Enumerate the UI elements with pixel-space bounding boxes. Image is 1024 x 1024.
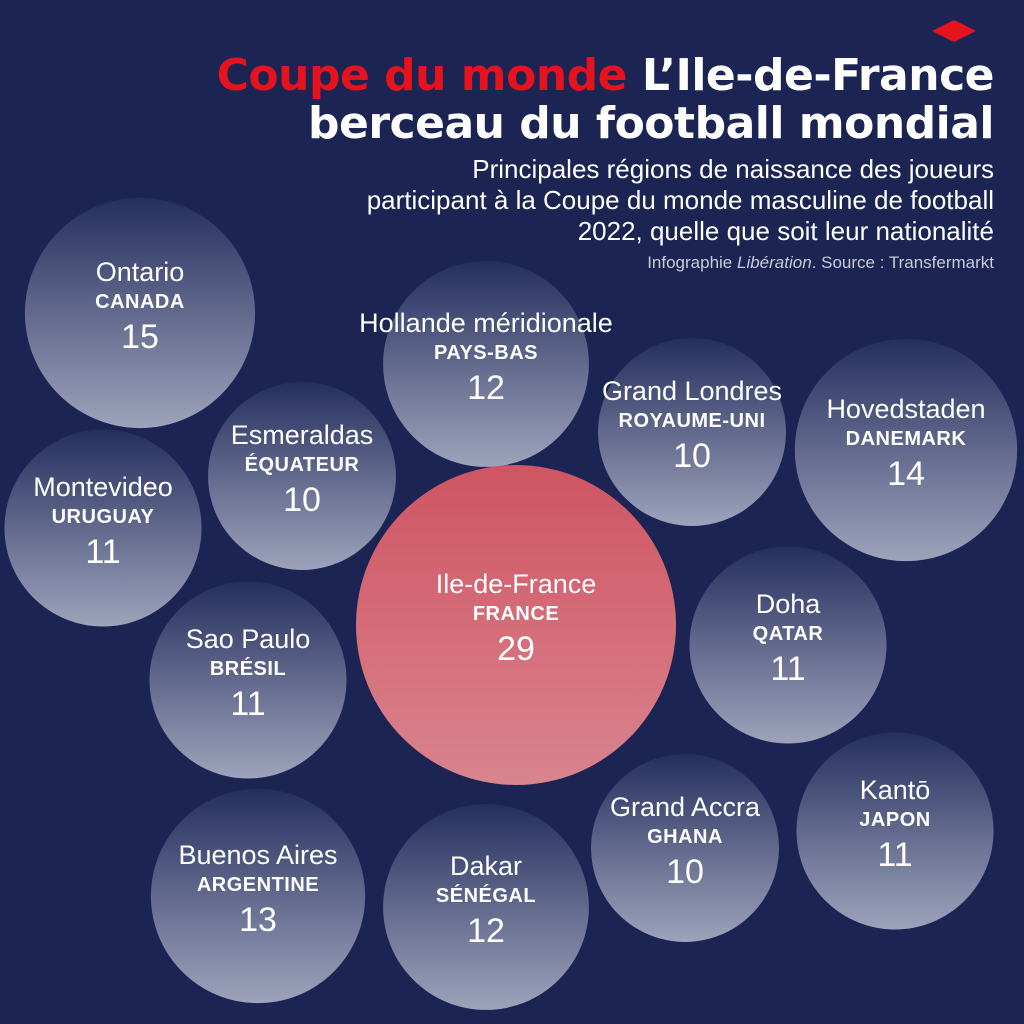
bubble-value-label: 11 [877,836,912,874]
bubble-value-label: 29 [497,630,535,668]
bubble-kanto: Kantō JAPON 11 [796,732,994,930]
bubble-esmeraldas: Esmeraldas ÉQUATEUR 10 [208,382,396,570]
bubble-buenos-aires: Buenos Aires ARGENTINE 13 [150,788,366,1004]
bubble-value-label: 11 [230,685,265,723]
bubble-circle [4,429,202,627]
bubble-value-label: 10 [666,853,704,891]
bubble-value-label: 14 [887,455,925,493]
bubble-circle [149,581,347,779]
bubble-circle [356,465,676,785]
credit-prefix: Infographie [647,253,737,272]
bubble-country-label: QATAR [753,623,824,645]
bubble-circle [208,382,396,570]
credit-brand: Libération [736,253,812,272]
bubble-country-label: URUGUAY [52,506,155,528]
bubble-sao-paulo: Sao Paulo BRÉSIL 11 [149,581,347,779]
bubble-region-label: Dakar [450,851,522,881]
bubble-region-label: Grand Accra [610,792,761,822]
bubble-region-label: Hollande méridionale [359,308,613,338]
bubble-country-label: JAPON [859,809,930,831]
subtitle-line-3: 2022, quelle que soit leur nationalité [577,216,994,246]
liberation-logo-icon [932,20,976,42]
bubble-circle [689,546,887,744]
bubble-hollande-meridionale: Hollande méridionale PAYS-BAS 12 [359,261,613,467]
bubble-region-label: Esmeraldas [231,420,374,450]
bubble-region-label: Grand Londres [602,376,782,406]
bubble-ile-de-france: Ile-de-France FRANCE 29 [356,465,676,785]
bubble-value-label: 13 [239,901,277,939]
bubble-region-label: Ile-de-France [436,569,597,599]
credit-suffix: . Source : Transfermarkt [811,253,994,272]
bubble-circle [591,754,779,942]
subtitle-line-1: Principales régions de naissance des jou… [472,154,994,184]
bubble-value-label: 11 [85,533,120,571]
bubble-country-label: PAYS-BAS [434,342,538,364]
bubble-doha: Doha QATAR 11 [689,546,887,744]
bubble-country-label: ARGENTINE [197,874,319,896]
bubble-country-label: CANADA [95,291,185,313]
bubble-circle [150,788,366,1004]
bubble-value-label: 12 [467,369,505,407]
bubble-country-label: SÉNÉGAL [436,884,536,907]
bubble-value-label: 12 [467,912,505,950]
bubble-grand-londres: Grand Londres ROYAUME-UNI 10 [598,338,786,526]
bubble-country-label: FRANCE [473,603,559,625]
bubble-circle [796,732,994,930]
bubble-ontario: Ontario CANADA 15 [24,197,256,429]
bubble-country-label: ÉQUATEUR [245,453,360,476]
bubble-circle [794,338,1018,562]
title-accent: Coupe du monde [216,50,628,101]
bubble-montevideo: Montevideo URUGUAY 11 [4,429,202,627]
title-line-2: berceau du football mondial [308,98,995,149]
bubble-region-label: Hovedstaden [826,394,985,424]
header: Coupe du monde L’Ile-de-France berceau d… [94,50,995,273]
title-line-1: L’Ile-de-France [641,50,995,101]
bubble-circle [383,804,589,1010]
bubble-circle [24,197,256,429]
subtitle-line-2: participant à la Coupe du monde masculin… [366,185,994,215]
page-title: Coupe du monde L’Ile-de-France berceau d… [94,50,995,149]
bubble-hovedstaden: Hovedstaden DANEMARK 14 [794,338,1018,562]
bubble-region-label: Ontario [96,257,185,287]
bubble-dakar: Dakar SÉNÉGAL 12 [383,804,589,1010]
bubble-grand-accra: Grand Accra GHANA 10 [591,754,779,942]
bubble-country-label: BRÉSIL [210,657,286,680]
source-credit: Infographie Libération. Source : Transfe… [94,253,994,273]
bubble-value-label: 15 [121,318,159,356]
bubble-country-label: DANEMARK [846,428,967,450]
bubble-value-label: 11 [770,650,805,688]
bubble-region-label: Kantō [860,775,931,805]
bubble-value-label: 10 [283,481,321,519]
subtitle: Principales régions de naissance des jou… [94,154,994,247]
bubble-circle [383,261,589,467]
bubble-region-label: Buenos Aires [178,840,337,870]
bubble-value-label: 10 [673,437,711,475]
bubble-region-label: Montevideo [33,472,173,502]
bubble-circle [598,338,786,526]
bubble-country-label: ROYAUME-UNI [619,410,766,432]
bubble-country-label: GHANA [647,826,723,848]
bubble-region-label: Doha [756,589,822,619]
bubble-region-label: Sao Paulo [186,624,311,654]
